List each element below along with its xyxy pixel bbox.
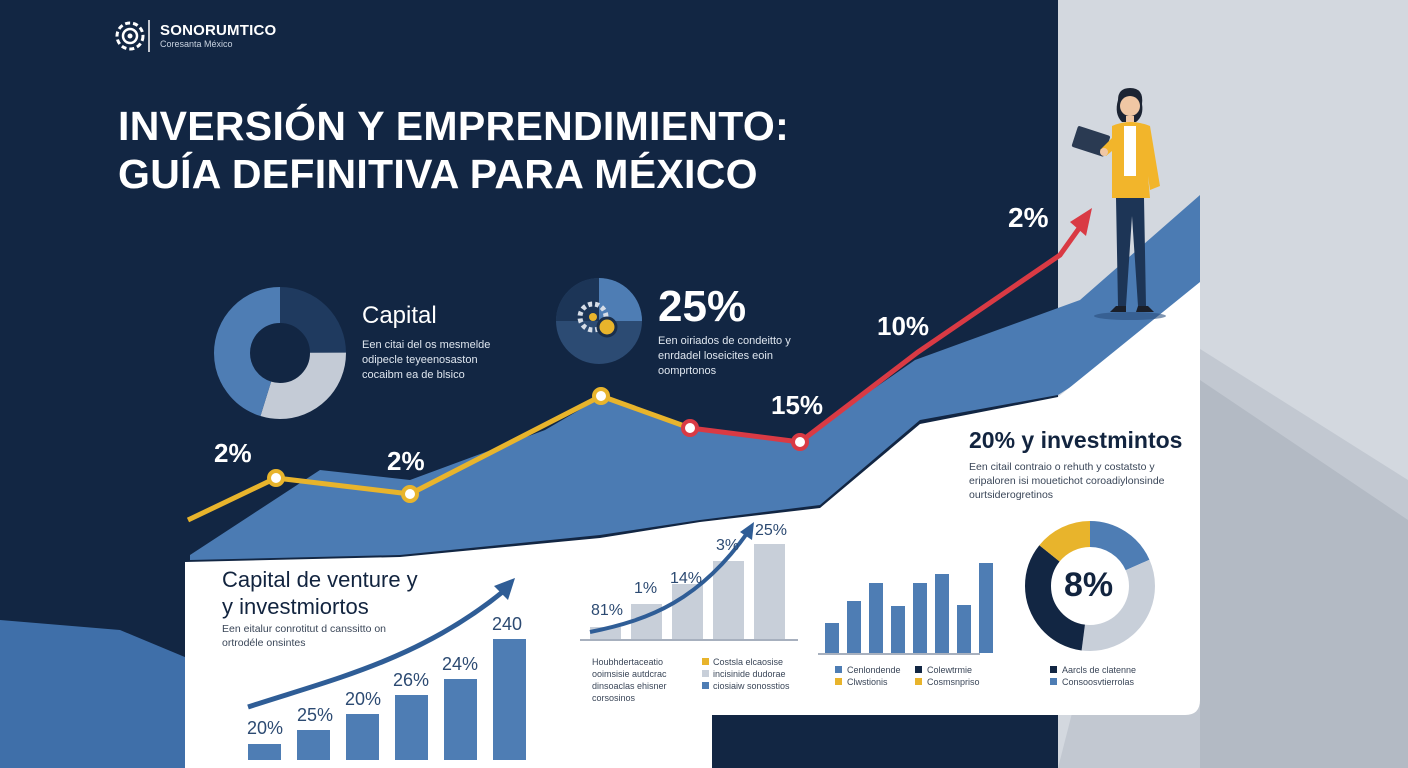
line-point xyxy=(267,469,285,487)
middle-bar-label: 25% xyxy=(755,522,788,539)
blue-mountain-band xyxy=(190,195,1200,560)
middle-bar xyxy=(754,544,785,639)
right-bar xyxy=(913,583,927,653)
venture-heading-line2: y investmiortos xyxy=(222,594,369,619)
venture-bar xyxy=(395,695,428,760)
right-bar xyxy=(891,606,905,653)
page-title-line1: INVERSIÓN Y EMPRENDIMIENTO: xyxy=(118,103,790,149)
right-bar xyxy=(979,563,993,653)
brand-subtitle: Coresanta México xyxy=(160,39,233,49)
middle-legend-col2: Costsla elcaosise incisinide dudorae cio… xyxy=(702,656,790,692)
line-point xyxy=(791,433,809,451)
venture-heading-line1: Capital de venture y xyxy=(222,567,418,592)
venture-bar-label: 26% xyxy=(393,670,430,690)
capital-heading: Capital xyxy=(362,302,437,329)
investment-heading: 20% y investmintos xyxy=(969,427,1183,453)
investment-body: Een citail contraio o rehuth y costatsto… xyxy=(969,461,1165,501)
middle-bar xyxy=(713,561,744,639)
venture-bar-label: 20% xyxy=(345,689,382,709)
middle-trend-arrow xyxy=(589,530,750,634)
venture-bar xyxy=(297,730,330,760)
venture-bar-label: 25% xyxy=(297,705,334,725)
line-label-4: 10% xyxy=(877,311,930,341)
venture-bar-label: 24% xyxy=(442,654,479,674)
gear-pie-icon xyxy=(555,277,643,365)
venture-trend-arrow xyxy=(247,588,507,710)
right-legend-col2: Colewtrmie Cosmsnpriso xyxy=(915,664,980,688)
middle-bar-label: 1% xyxy=(634,580,658,597)
venture-bar xyxy=(493,639,526,760)
line-label-1: 2% xyxy=(214,438,252,468)
middle-legend-col1: Houbhdertaceatio ooimsisie autdcrac dins… xyxy=(592,657,667,703)
right-bar xyxy=(935,574,949,653)
venture-bar xyxy=(346,714,379,760)
venture-bar-label: 20% xyxy=(247,718,284,738)
brand-name: SONORUMTICO xyxy=(160,22,277,39)
stat-value: 25% xyxy=(658,282,747,331)
right-bar xyxy=(825,623,839,653)
venture-bar xyxy=(444,679,477,760)
gear-logo-icon xyxy=(110,16,152,56)
line-point xyxy=(592,387,610,405)
line-label-2: 2% xyxy=(387,446,425,476)
right-legend-col1: Cenlondende Clwstionis xyxy=(835,664,901,688)
venture-trend-arrowhead xyxy=(494,578,515,600)
line-point xyxy=(681,419,699,437)
middle-bar-label: 3% xyxy=(716,537,740,554)
middle-bar-label: 81% xyxy=(591,602,624,619)
line-label-3: 15% xyxy=(771,390,824,420)
venture-bar-label: 240 xyxy=(492,614,523,634)
middle-bar-label: 14% xyxy=(670,570,703,587)
right-bar xyxy=(847,601,861,653)
right-donut-chart xyxy=(1022,518,1158,654)
capital-body: Een citai del os mesmelde odipecle teyee… xyxy=(362,339,491,381)
line-point xyxy=(401,485,419,503)
right-donut-legend: Aarcls de clatenne Consoosvtierrolas xyxy=(1050,664,1136,688)
venture-body: Een eitalur conrotitut d canssitto on or… xyxy=(222,623,387,649)
venture-bar xyxy=(248,744,281,760)
middle-trend-arrowhead xyxy=(740,522,754,540)
line-label-5: 2% xyxy=(1008,202,1049,233)
businesswoman-illustration xyxy=(1070,86,1170,322)
right-bar xyxy=(957,605,971,653)
right-donut-value: 8% xyxy=(1064,566,1114,604)
page-title-line2: GUÍA DEFINITIVA PARA MÉXICO xyxy=(118,151,758,197)
capital-donut-chart xyxy=(214,283,346,423)
stat-body: Een oiriados de condeitto y enrdadel los… xyxy=(658,335,791,377)
right-bar xyxy=(869,583,883,653)
